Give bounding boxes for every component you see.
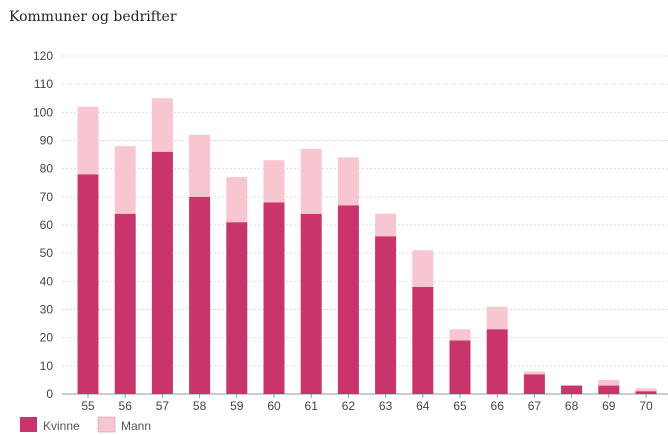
x-tick-label: 55 (81, 399, 95, 413)
bar-mann-69 (598, 379, 620, 386)
y-tick-label: 90 (40, 134, 54, 148)
y-tick-label: 40 (40, 274, 54, 288)
bar-kvinne-69 (598, 385, 620, 394)
bar-mann-63 (375, 213, 397, 237)
x-tick-label: 68 (565, 399, 579, 413)
x-tick-label: 60 (267, 399, 281, 413)
legend-swatch-mann[interactable] (97, 416, 116, 433)
bar-mann-64 (412, 250, 434, 287)
x-axis: 55 56 57 58 59 60 61 62 63 64 65 66 67 68 69 70 (81, 394, 653, 413)
y-tick-label: 70 (40, 190, 54, 204)
x-tick-label: 69 (602, 399, 616, 413)
x-tick-label: 66 (491, 399, 505, 413)
x-tick-label: 59 (230, 399, 244, 413)
legend-label-kvinne[interactable]: Kvinne (43, 419, 80, 433)
legend-label-mann[interactable]: Mann (121, 419, 151, 433)
bar-mann-59 (226, 177, 248, 223)
bar-kvinne-61 (300, 213, 322, 394)
bar-mann-66 (486, 306, 508, 330)
x-tick-label: 70 (639, 399, 653, 413)
chart-title: Kommuner og bedrifter (9, 9, 177, 25)
legend-swatch-kvinne[interactable] (20, 417, 37, 432)
x-tick-label: 64 (416, 399, 430, 413)
bar-mann-62 (337, 157, 359, 206)
bars (77, 98, 657, 394)
bar-kvinne-60 (263, 202, 285, 394)
y-tick-label: 50 (40, 246, 54, 260)
y-tick-label: 0 (46, 387, 53, 401)
bar-kvinne-59 (226, 222, 248, 394)
x-tick-label: 62 (342, 399, 356, 413)
bar-kvinne-56 (114, 213, 136, 394)
bar-mann-57 (151, 98, 173, 152)
y-axis: 0 10 20 30 40 50 60 70 80 90 100 110 120 (33, 49, 53, 401)
bar-mann-55 (77, 106, 99, 175)
bar-mann-67 (523, 371, 545, 375)
bar-kvinne-55 (77, 174, 99, 394)
y-tick-label: 10 (40, 359, 54, 373)
bar-kvinne-58 (189, 196, 211, 394)
x-tick-label: 56 (119, 399, 133, 413)
y-tick-label: 110 (34, 77, 53, 91)
legend: Kvinne Mann (20, 416, 151, 433)
x-tick-label: 63 (379, 399, 393, 413)
bar-kvinne-68 (561, 385, 583, 394)
x-tick-label: 65 (453, 399, 467, 413)
y-tick-label: 30 (40, 303, 54, 317)
x-tick-label: 58 (193, 399, 207, 413)
x-tick-label: 61 (305, 399, 319, 413)
x-tick-label: 67 (528, 399, 542, 413)
bar-mann-56 (114, 146, 136, 214)
y-tick-label: 20 (40, 331, 54, 345)
bar-kvinne-65 (449, 340, 471, 394)
bar-mann-58 (189, 134, 211, 197)
bar-kvinne-67 (523, 374, 545, 394)
bar-mann-70 (635, 388, 657, 392)
bar-kvinne-64 (412, 286, 434, 394)
bar-mann-65 (449, 329, 471, 341)
y-tick-label: 60 (40, 218, 54, 232)
bar-kvinne-57 (151, 151, 173, 394)
bar-kvinne-63 (375, 236, 397, 394)
x-tick-label: 57 (156, 399, 170, 413)
bar-kvinne-66 (486, 329, 508, 394)
y-tick-label: 80 (40, 162, 54, 176)
y-tick-label: 120 (33, 49, 53, 63)
bar-mann-60 (263, 160, 285, 203)
bar-mann-61 (300, 148, 322, 214)
bar-kvinne-62 (337, 205, 359, 394)
bar-kvinne-70 (635, 391, 657, 394)
y-tick-label: 100 (33, 105, 53, 119)
